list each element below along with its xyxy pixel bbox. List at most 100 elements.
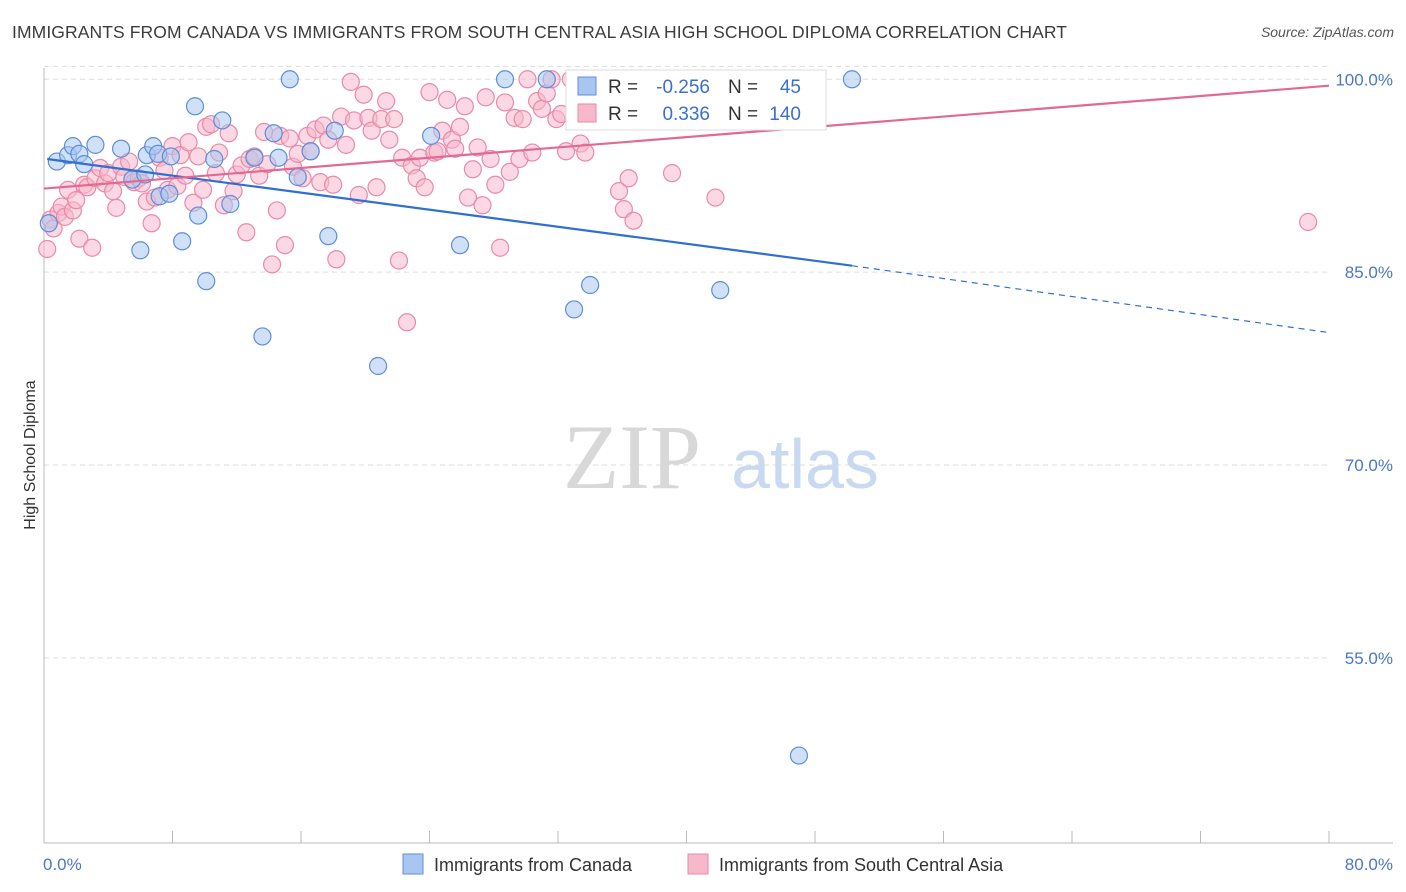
stats-canada-r-value: -0.256: [656, 77, 710, 98]
canada-point-32: [325, 121, 344, 140]
canada-point-7: [111, 139, 131, 158]
sca-point-102: [473, 196, 492, 215]
canada-point-21: [205, 149, 224, 169]
sca-point-83: [389, 251, 409, 270]
sca-point-136: [662, 164, 682, 183]
sca-point-103: [476, 88, 495, 107]
y-axis-title: High School Diploma: [22, 380, 39, 530]
sca-point-94: [438, 90, 457, 109]
canada-point-43: [842, 70, 862, 89]
stats-canada-n-value: 45: [780, 77, 801, 98]
canada-trend-line: [47, 157, 853, 267]
sca-point-58: [280, 129, 299, 148]
stats-box: R = -0.256 N = 45 R = 0.336 N = 140: [565, 69, 827, 131]
canada-point-27: [269, 148, 288, 167]
sca-point-107: [495, 93, 515, 112]
legend-canada-swatch: [402, 853, 424, 875]
sca-point-98: [455, 97, 474, 116]
stats-canada-n-label: N =: [728, 77, 758, 98]
canada-point-35: [450, 236, 470, 255]
sca-point-68: [324, 175, 343, 194]
sca-point-48: [237, 223, 256, 242]
sca-point-9: [70, 229, 89, 248]
sca-point-101: [468, 138, 487, 157]
legend-sca-label: Immigrants from South Central Asia: [719, 855, 1004, 875]
canada-point-34: [422, 126, 441, 145]
watermark-zip: ZIP: [563, 406, 701, 508]
stats-sca-n-value: 140: [769, 104, 801, 125]
sca-point-85: [397, 313, 417, 332]
grid-layer: [44, 65, 1329, 659]
canada-point-15: [160, 184, 179, 203]
stats-sca-r-value: 0.336: [662, 104, 710, 125]
sca-point-115: [532, 99, 552, 118]
legend-canada-label: Immigrants from Canada: [434, 855, 633, 875]
sca-point-57: [275, 236, 295, 255]
canada-point-36: [495, 70, 515, 89]
sca-point-111: [513, 110, 532, 129]
sca-point-139: [1299, 212, 1318, 232]
canada-point-6: [86, 135, 105, 154]
canada-trend-extension: [851, 265, 1330, 334]
sca-point-134: [624, 211, 643, 230]
sca-point-18: [107, 198, 126, 217]
stats-canada-r-label: R =: [608, 77, 638, 98]
x-tick-label-left: 0.0%: [43, 855, 82, 874]
canada-point-41: [581, 275, 600, 295]
watermark-atlas: atlas: [731, 425, 879, 503]
sca-point-106: [491, 238, 510, 257]
canada-point-33: [369, 356, 388, 376]
canada-point-26: [264, 124, 283, 143]
legend-sca-swatch: [687, 853, 709, 875]
y-tick-label-2: 70.0%: [1345, 456, 1393, 475]
canada-point-28: [280, 70, 299, 89]
sca-point-35: [179, 133, 198, 152]
sca-point-8: [67, 191, 86, 210]
canada-point-30: [301, 142, 320, 161]
sca-point-124: [576, 143, 595, 162]
canada-point-20: [197, 272, 216, 291]
chart-title: IMMIGRANTS FROM CANADA VS IMMIGRANTS FRO…: [12, 22, 1068, 42]
sca-point-105: [486, 175, 505, 194]
sca-point-133: [619, 169, 638, 188]
stats-box-frame: [565, 69, 827, 131]
sca-point-100: [463, 160, 482, 179]
sca-point-38: [193, 180, 213, 199]
y-tick-label-1: 85.0%: [1345, 263, 1393, 282]
canada-point-18: [185, 97, 205, 116]
sca-point-37: [189, 147, 208, 166]
sca-point-78: [367, 178, 386, 197]
y-tick-labels: 100.0% 85.0% 70.0% 55.0%: [1335, 70, 1393, 668]
canada-point-0: [39, 214, 58, 233]
canada-point-31: [319, 227, 338, 246]
canada-point-44: [789, 746, 809, 765]
canada-point-29: [288, 167, 307, 187]
canada-point-10: [136, 165, 155, 184]
canada-point-23: [221, 194, 240, 214]
sca-point-113: [523, 143, 542, 162]
sca-point-26: [142, 214, 161, 233]
canada-point-37: [537, 70, 556, 89]
sca-point-131: [609, 182, 629, 201]
stats-sca-r-label: R =: [608, 104, 638, 125]
sca-point-96: [446, 139, 465, 158]
canada-point-38: [564, 300, 584, 319]
sca-point-82: [385, 110, 404, 129]
sca-point-92: [428, 142, 447, 161]
legend: Immigrants from Canada Immigrants from S…: [402, 853, 1004, 875]
sca-point-81: [380, 130, 399, 149]
stats-sca-n-label: N =: [728, 104, 758, 125]
sca-point-69: [327, 250, 346, 269]
watermark: ZIP atlas: [563, 406, 879, 508]
canada-point-25: [253, 327, 272, 346]
axes-layer: [43, 68, 1393, 844]
sca-point-97: [450, 117, 470, 136]
canada-point-16: [161, 147, 180, 166]
sca-point-75: [354, 85, 373, 104]
trend-layer: [43, 84, 1330, 334]
canada-point-17: [173, 232, 192, 251]
stats-sca-swatch: [577, 103, 597, 123]
canada-point-9: [131, 241, 150, 260]
canada-point-24: [245, 148, 264, 167]
